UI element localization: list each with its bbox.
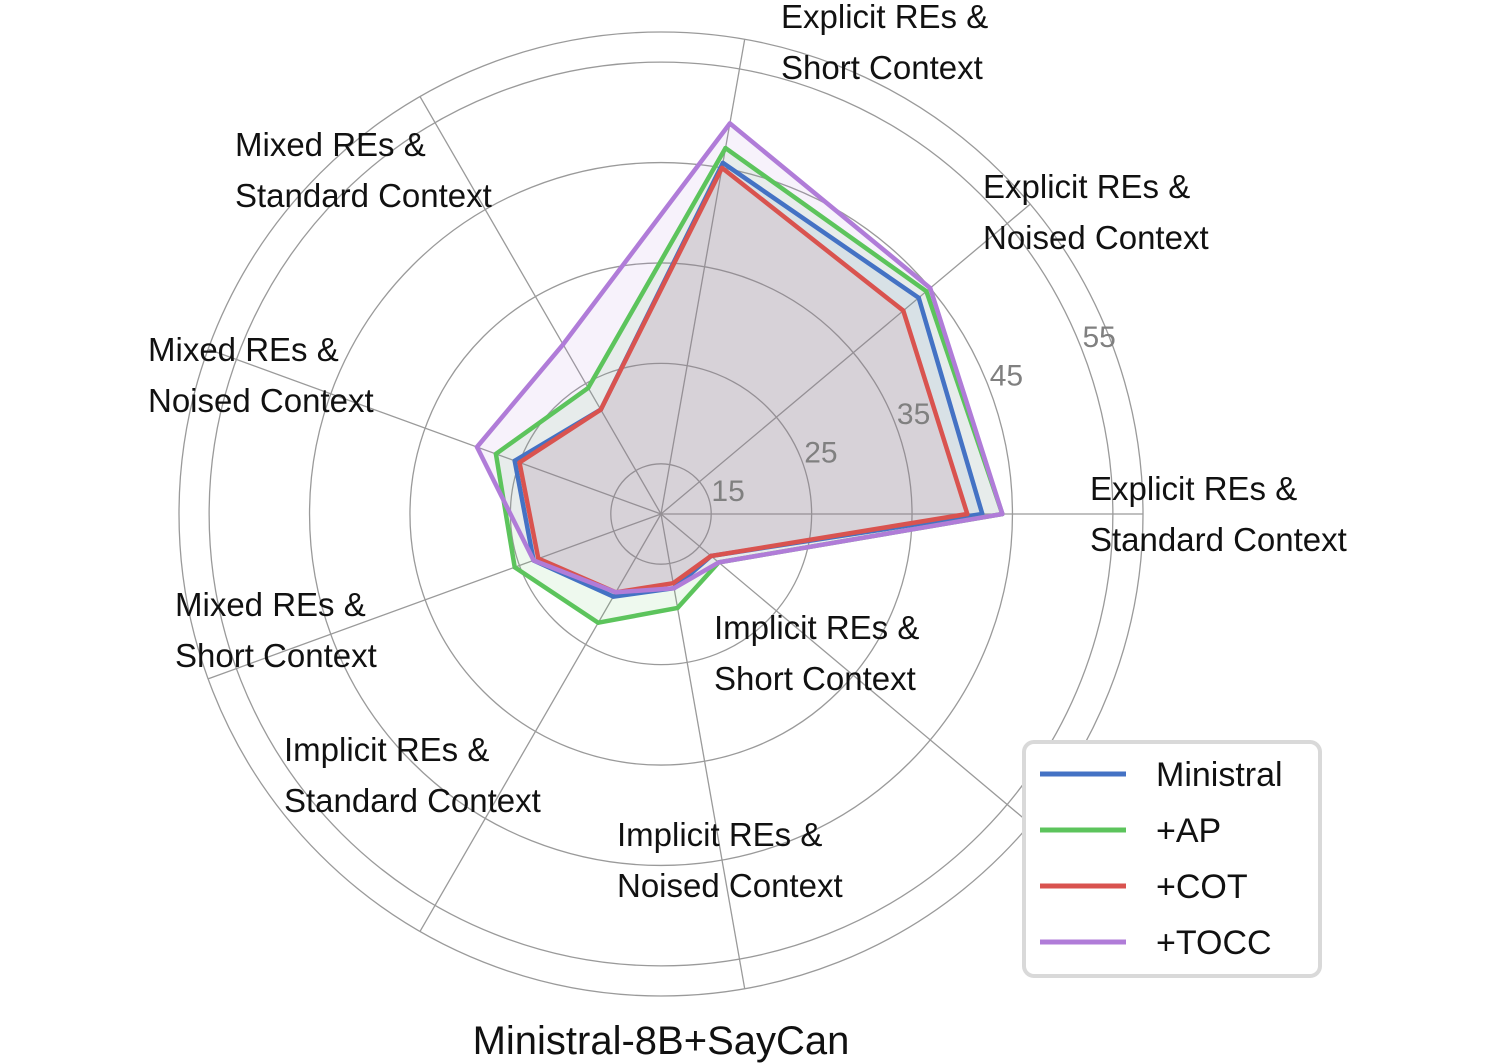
category-label-line: Mixed REs & (148, 331, 339, 368)
category-label-line: Mixed REs & (175, 586, 366, 623)
series-line-tocc (474, 121, 1005, 595)
series-point-ministral-1 (916, 295, 921, 300)
series-point-ministral-6 (611, 594, 616, 599)
chart-title: Ministral-8B+SayCan (473, 1019, 850, 1063)
category-label-8: Implicit REs & Short Context (714, 609, 919, 697)
category-label-line: Mixed REs & (235, 126, 426, 163)
category-label-line: Explicit REs & (781, 0, 988, 35)
series-point-tocc-0 (1000, 511, 1005, 517)
series-point-cot-4 (517, 460, 522, 465)
series-line-cot (517, 165, 970, 595)
series-point-tocc-8 (716, 560, 721, 565)
legend: Ministral +AP +COT +TOCC (1022, 740, 1322, 978)
spoke-3 (419, 96, 662, 515)
tick-label-35: 35 (897, 398, 930, 431)
series-point-ap-5 (512, 565, 517, 570)
series-point-tocc-3 (560, 342, 566, 347)
grid-spokes (207, 39, 1143, 989)
category-label-line: Standard Context (284, 782, 541, 819)
category-label-line: Noised Context (617, 867, 843, 904)
category-label-1: Explicit REs & Noised Context (983, 168, 1209, 256)
category-label-7: Implicit REs & Noised Context (617, 816, 843, 904)
spoke-5 (207, 513, 662, 680)
category-label-line: Standard Context (235, 177, 492, 214)
category-label-line: Implicit REs & (284, 731, 489, 768)
series-point-ministral-4 (512, 458, 517, 463)
series-lines (474, 121, 1005, 625)
category-label-5: Mixed REs & Short Context (175, 586, 377, 674)
series-point-ap-6 (596, 620, 601, 625)
legend-label-ap: +AP (1156, 812, 1221, 850)
series-point-tocc-5 (531, 558, 536, 563)
category-label-line: Standard Context (1090, 521, 1347, 558)
spoke-6 (419, 513, 662, 932)
series-point-ap-7 (675, 605, 680, 611)
series-point-ap-2 (723, 145, 728, 151)
category-label-line: Implicit REs & (617, 816, 822, 853)
series-point-tocc-4 (474, 444, 480, 450)
series-point-ministral-2 (720, 160, 726, 166)
series-point-tocc-1 (928, 285, 933, 291)
series-point-cot-2 (719, 165, 725, 171)
category-label-2: Explicit REs & Short Context (781, 0, 988, 86)
tick-label-25: 25 (804, 436, 837, 469)
category-label-line: Explicit REs & (983, 168, 1190, 205)
series-point-cot-8 (708, 553, 714, 559)
spoke-4 (207, 348, 662, 515)
series-point-ap-4 (493, 451, 499, 457)
series-point-cot-0 (965, 511, 970, 517)
series-point-cot-7 (671, 581, 676, 586)
category-label-line: Short Context (714, 660, 916, 697)
tick-label-45: 45 (990, 360, 1023, 393)
radial-tick-labels: 15 25 35 45 55 (711, 321, 1115, 508)
series-point-tocc-2 (727, 121, 733, 126)
legend-frame (1022, 740, 1322, 978)
tick-label-15: 15 (711, 475, 744, 508)
series-point-tocc-6 (613, 590, 618, 595)
tick-label-55: 55 (1083, 321, 1116, 354)
legend-items: Ministral +AP +COT +TOCC (1040, 756, 1283, 962)
category-label-line: Noised Context (983, 219, 1209, 256)
series-line-ap (493, 145, 1005, 625)
category-label-line: Explicit REs & (1090, 470, 1297, 507)
series-point-cot-1 (901, 308, 906, 313)
series-point-ap-1 (924, 289, 929, 294)
category-label-4: Mixed REs & Noised Context (148, 331, 374, 419)
series-line-ministral (512, 160, 985, 599)
legend-label-tocc: +TOCC (1156, 924, 1272, 962)
category-label-6: Implicit REs & Standard Context (284, 731, 541, 819)
legend-label-ministral: Ministral (1156, 756, 1283, 794)
category-label-3: Mixed REs & Standard Context (235, 126, 492, 214)
category-label-0: Explicit REs & Standard Context (1090, 470, 1347, 558)
spoke-8 (660, 513, 1031, 825)
series-point-tocc-7 (671, 586, 677, 591)
category-label-line: Noised Context (148, 382, 374, 419)
legend-label-cot: +COT (1156, 868, 1248, 906)
spoke-2 (660, 39, 746, 515)
category-label-line: Implicit REs & (714, 609, 919, 646)
series-point-ap-3 (586, 385, 591, 391)
spoke-7 (660, 513, 746, 989)
category-label-line: Short Context (175, 637, 377, 674)
series-fill-ministral (514, 162, 983, 597)
spoke-1 (660, 203, 1031, 515)
category-label-line: Short Context (781, 49, 983, 86)
series-point-cot-3 (598, 407, 603, 412)
